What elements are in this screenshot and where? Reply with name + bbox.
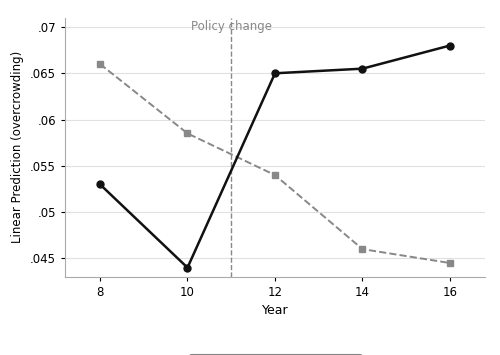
Y-axis label: Linear Prediction (overcrowding): Linear Prediction (overcrowding) xyxy=(12,51,24,244)
Legend: no HB, HB: no HB, HB xyxy=(188,354,362,355)
X-axis label: Year: Year xyxy=(262,305,288,317)
Text: Policy change: Policy change xyxy=(190,20,272,33)
